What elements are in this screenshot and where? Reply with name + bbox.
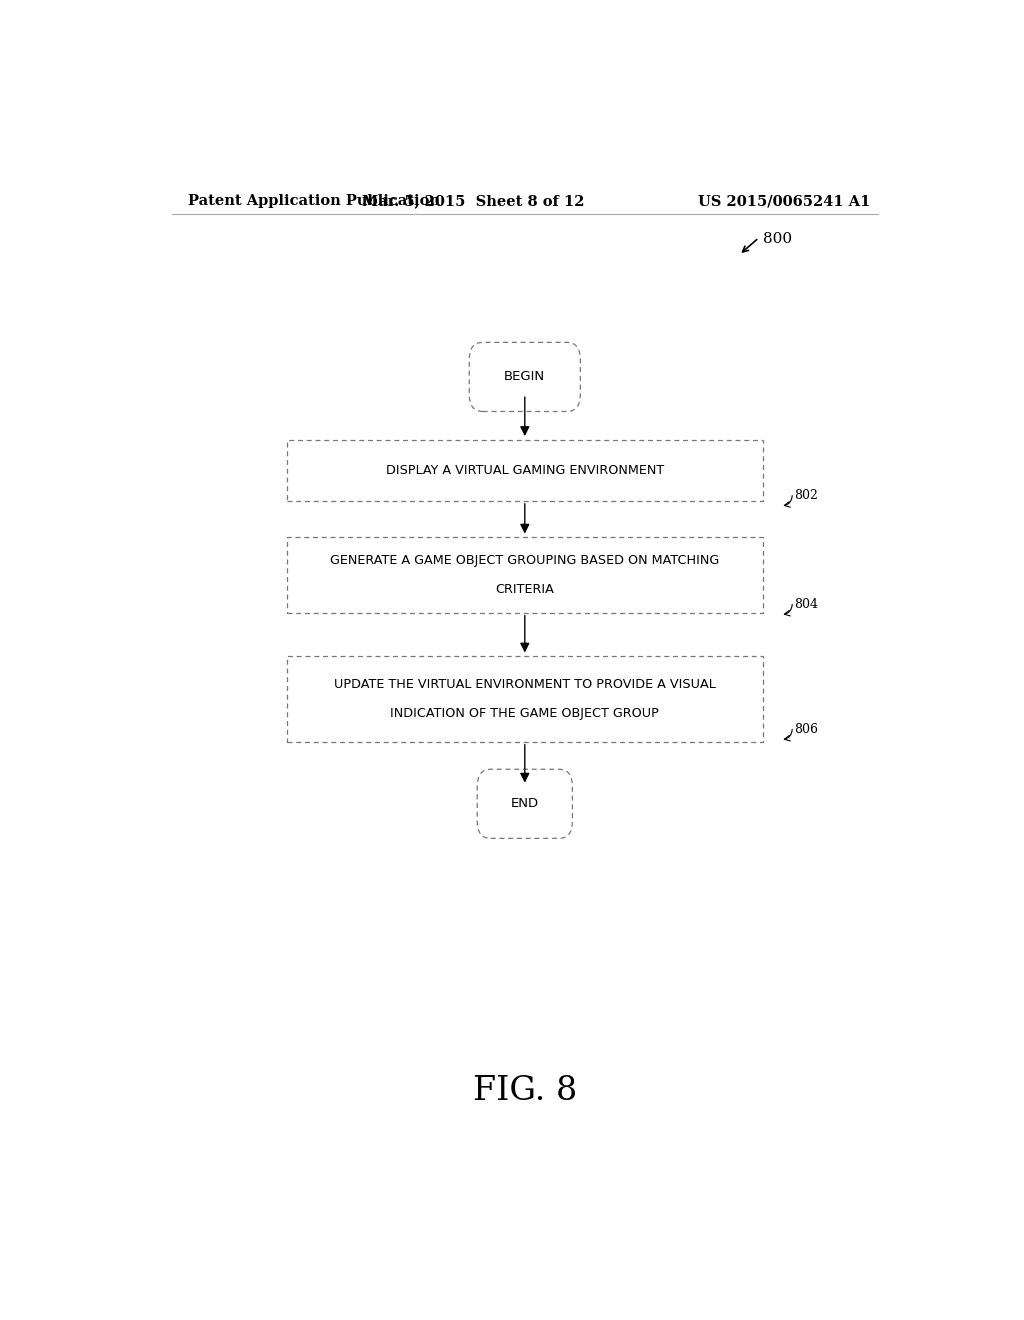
Text: 806: 806 [795,723,818,737]
FancyBboxPatch shape [477,770,572,838]
Text: DISPLAY A VIRTUAL GAMING ENVIRONMENT: DISPLAY A VIRTUAL GAMING ENVIRONMENT [386,463,664,477]
Text: CRITERIA: CRITERIA [496,583,554,595]
FancyBboxPatch shape [469,342,581,412]
FancyBboxPatch shape [287,656,763,742]
Text: US 2015/0065241 A1: US 2015/0065241 A1 [697,194,870,209]
Text: 800: 800 [763,232,792,246]
Text: Patent Application Publication: Patent Application Publication [187,194,439,209]
FancyBboxPatch shape [287,440,763,500]
FancyBboxPatch shape [287,537,763,614]
Text: UPDATE THE VIRTUAL ENVIRONMENT TO PROVIDE A VISUAL: UPDATE THE VIRTUAL ENVIRONMENT TO PROVID… [334,678,716,692]
Text: Mar. 5, 2015  Sheet 8 of 12: Mar. 5, 2015 Sheet 8 of 12 [361,194,585,209]
Text: BEGIN: BEGIN [504,371,546,383]
Text: 802: 802 [795,490,818,503]
Text: END: END [511,797,539,810]
Text: INDICATION OF THE GAME OBJECT GROUP: INDICATION OF THE GAME OBJECT GROUP [390,706,659,719]
Text: FIG. 8: FIG. 8 [473,1076,577,1107]
Text: 804: 804 [795,598,818,611]
Text: GENERATE A GAME OBJECT GROUPING BASED ON MATCHING: GENERATE A GAME OBJECT GROUPING BASED ON… [330,554,720,568]
